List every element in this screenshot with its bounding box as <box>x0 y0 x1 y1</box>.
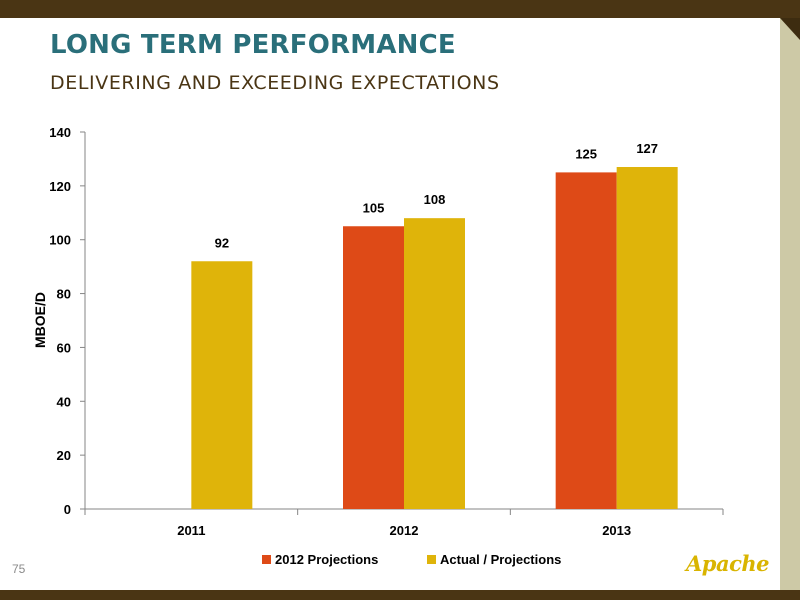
side-panel <box>780 18 800 590</box>
page-number: 75 <box>12 562 26 576</box>
y-tick-label: 100 <box>49 233 71 248</box>
legend-label: 2012 Projections <box>275 552 378 567</box>
bar-2012-projections-2012 <box>343 226 404 509</box>
y-tick-label: 40 <box>57 394 71 409</box>
x-tick-label: 2011 <box>177 523 205 538</box>
data-labels: 92 105 108 125 127 <box>215 141 658 250</box>
legend-label: Actual / Projections <box>440 552 561 567</box>
data-label: 127 <box>636 141 658 156</box>
legend-swatch <box>262 555 271 564</box>
slide-subtitle: DELIVERING AND EXCEEDING EXPECTATIONS <box>50 72 500 94</box>
top-frame-bar <box>0 0 800 18</box>
corner-fold <box>780 18 800 40</box>
chart-bars <box>191 167 678 509</box>
bar-actual-projections-2012 <box>404 218 465 509</box>
data-label: 105 <box>363 200 385 215</box>
bottom-frame-bar <box>0 590 800 600</box>
y-tick-label: 60 <box>57 340 71 355</box>
data-label: 125 <box>575 146 597 161</box>
slide-title: LONG TERM PERFORMANCE <box>50 30 456 60</box>
y-tick-label: 140 <box>49 125 71 140</box>
y-tick-label: 120 <box>49 179 71 194</box>
data-label: 108 <box>424 192 446 207</box>
y-tick-labels: 0 20 40 60 80 100 120 140 <box>49 125 71 517</box>
bar-actual-projections-2011 <box>191 261 253 509</box>
x-tick-label: 2013 <box>602 523 631 538</box>
x-tick-label: 2012 <box>390 523 419 538</box>
y-tick-label: 80 <box>57 287 71 302</box>
bar-actual-projections-2013 <box>616 167 678 509</box>
y-tick-label: 0 <box>64 502 71 517</box>
chart-legend: 2012 Projections Actual / Projections <box>262 552 561 567</box>
bar-2012-projections-2013 <box>555 172 617 509</box>
company-logo: Apache <box>686 551 770 576</box>
x-tick-labels: 2011 2012 2013 <box>177 523 631 538</box>
data-label: 92 <box>215 235 229 250</box>
y-tick-label: 20 <box>57 448 71 463</box>
y-axis-label: MBOE/D <box>32 292 48 348</box>
legend-swatch <box>427 555 436 564</box>
